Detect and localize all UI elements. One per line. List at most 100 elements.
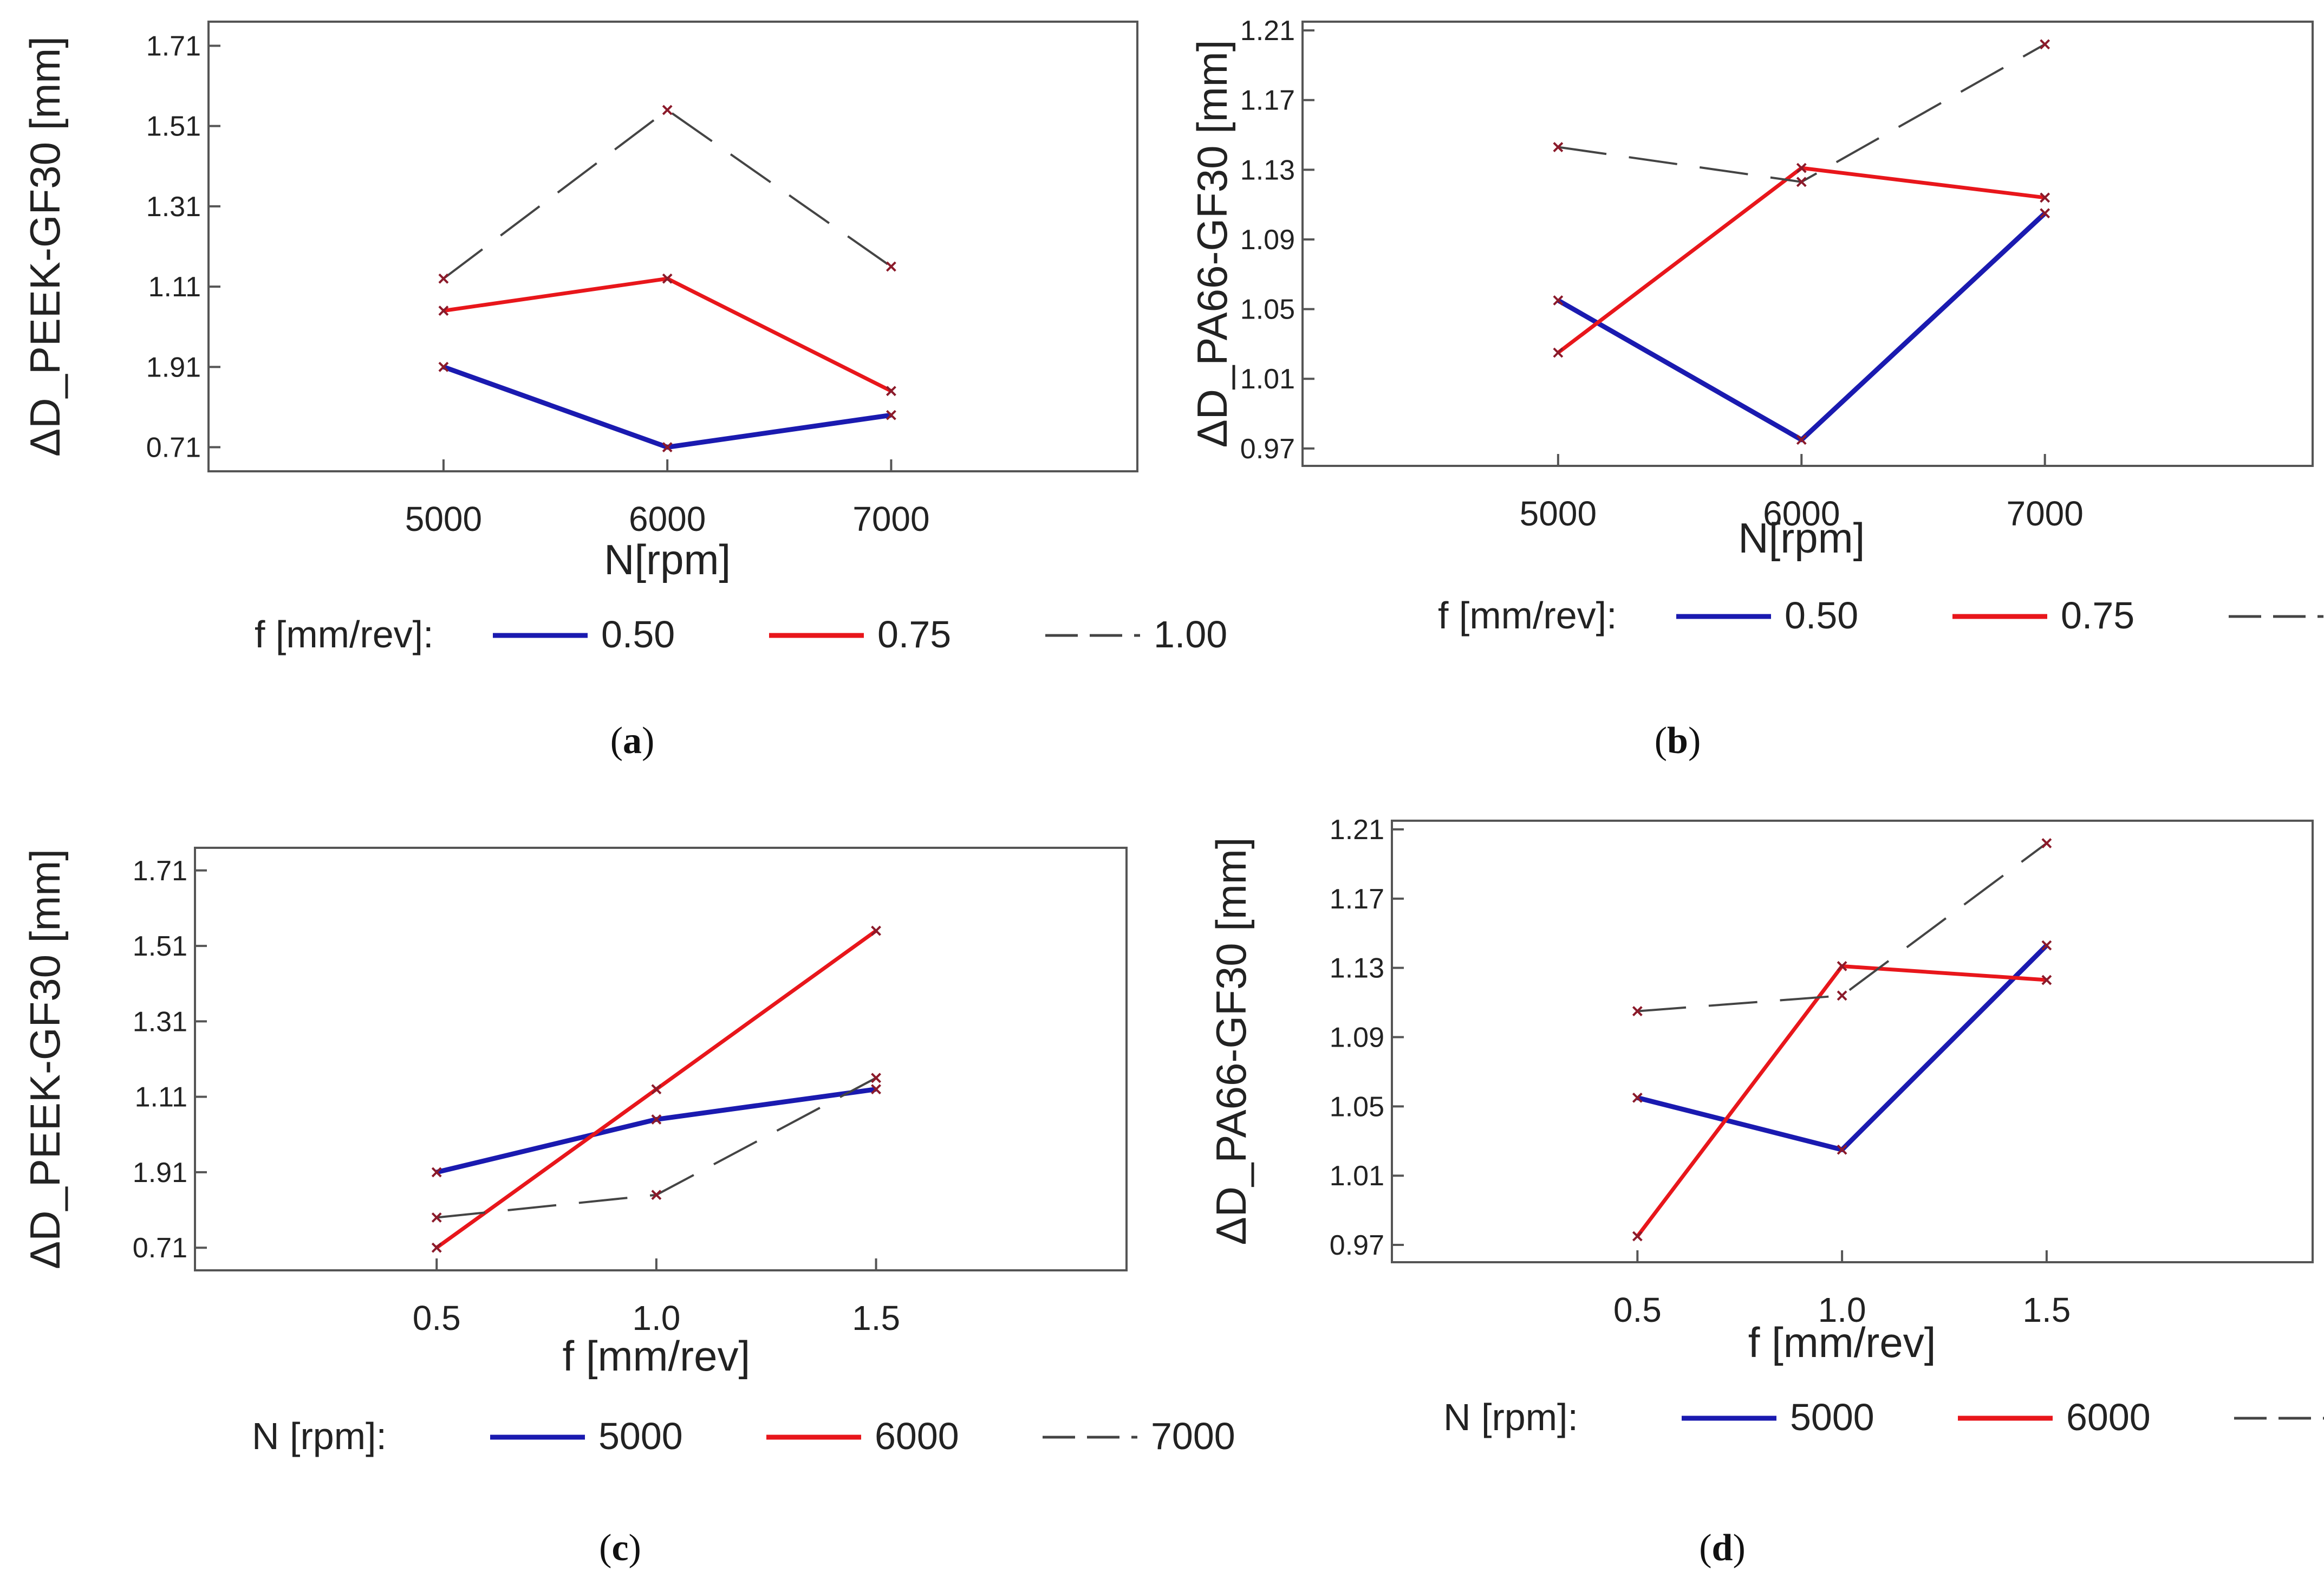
x-tick-label: 1.5: [852, 1299, 900, 1338]
data-point: [1837, 990, 1847, 1001]
data-point: [886, 261, 896, 272]
data-point: [2041, 838, 2052, 848]
legend-title: f [mm/rev]:: [255, 613, 434, 655]
panel-caption: (b): [1655, 720, 1701, 762]
data-point: [886, 386, 896, 397]
series-line-7000: [1637, 842, 2048, 1012]
series-line-1.00: [1558, 43, 2046, 183]
y-axis-label: ΔD_PEEK-GF30 [mm]: [21, 849, 69, 1269]
y-tick-label: 0.71: [133, 1232, 187, 1264]
y-tick-label: 1.11: [135, 1082, 187, 1113]
x-axis-label: N[rpm]: [604, 536, 731, 583]
series-line-0.50: [442, 365, 892, 450]
plot-frame: [1391, 820, 2314, 1263]
legend-title: N [rpm]:: [252, 1415, 387, 1457]
y-tick-label: 0.97: [1330, 1230, 1384, 1261]
legend-label-6000: 6000: [875, 1415, 959, 1457]
data-point: [2040, 192, 2050, 203]
data-point: [1632, 1006, 1643, 1016]
y-tick-label: 1.13: [1330, 953, 1384, 984]
data-point: [651, 1190, 662, 1200]
data-point: [871, 1073, 881, 1083]
data-point: [662, 442, 673, 452]
data-point: [871, 925, 881, 936]
data-point: [651, 1114, 662, 1125]
y-tick-label: 1.21: [1330, 814, 1384, 846]
data-point: [1553, 142, 1564, 152]
legend-label-5000: 5000: [598, 1415, 683, 1457]
data-point: [662, 105, 673, 115]
x-tick-label: 6000: [1763, 494, 1840, 533]
data-point: [651, 1084, 662, 1095]
series-line-0.75: [443, 276, 892, 393]
legend-label-7000: 7000: [1151, 1415, 1235, 1457]
y-tick-label: 1.17: [1240, 85, 1295, 116]
panel-caption: (a): [610, 720, 655, 762]
data-point: [1796, 163, 1807, 173]
chart-panel-d: 0.97 1.01 1.05 1.09 1.13 1.17 1.21 0.5 1.0 1.5 f […: [1207, 814, 2324, 1569]
legend: f [mm/rev]: 0.50 0.75 1.00: [255, 613, 1227, 655]
data-point: [2041, 940, 2052, 951]
y-tick-label: 1.21: [1240, 15, 1295, 47]
y-tick-label: 1.09: [1330, 1022, 1384, 1054]
x-axis-label: N[rpm]: [1738, 514, 1865, 562]
plot-frame: [194, 847, 1128, 1271]
y-tick-label: 0.97: [1240, 433, 1295, 465]
legend: N [rpm]: 5000 6000 7000: [252, 1415, 1235, 1457]
y-tick-label: 1.51: [146, 111, 201, 142]
legend-label-0.75: 0.75: [2061, 594, 2134, 637]
y-axis-label: ΔD_PA66-GF30 [mm]: [1188, 40, 1236, 448]
chart-panel-b: 0.97 1.01 1.05 1.09 1.13 1.17 1.21 5000 6000 7000…: [1188, 15, 2323, 762]
y-tick-label: 1.11: [148, 271, 201, 303]
data-point: [1837, 1144, 1847, 1155]
legend: f [mm/rev]:0.500.751.00: [1438, 594, 2323, 637]
data-point: [2041, 975, 2052, 985]
x-tick-label: 1.0: [632, 1299, 680, 1338]
x-tick-label: 1.0: [1818, 1290, 1866, 1329]
data-point: [2040, 208, 2050, 219]
data-point: [1632, 1231, 1643, 1242]
legend-label-0.50: 0.50: [1785, 594, 1858, 637]
y-axis-label: ΔD_PEEK-GF30 [mm]: [21, 36, 69, 457]
series-line-5000: [436, 1087, 877, 1175]
data-point: [1796, 434, 1807, 445]
y-tick-label: 1.09: [1240, 224, 1295, 256]
legend-label-1.00: 1.00: [1154, 613, 1227, 655]
panel-caption: (d): [1699, 1527, 1746, 1569]
x-tick-label: 0.5: [413, 1299, 461, 1338]
y-tick-label: 1.05: [1330, 1091, 1384, 1122]
y-tick-label: 1.91: [146, 352, 201, 383]
legend-title: f [mm/rev]:: [1438, 594, 1617, 637]
x-axis-label: f [mm/rev]: [563, 1332, 751, 1380]
y-tick-label: 1.31: [146, 191, 201, 223]
y-tick-label: 1.05: [1240, 294, 1295, 326]
panel-caption: (c): [599, 1527, 641, 1569]
y-tick-label: 1.01: [1240, 363, 1295, 395]
y-tick-label: 1.71: [133, 855, 187, 887]
chart-panel-a: 0.71 1.91 1.11 1.31 1.51 1.71 5000 6000 7000 N[rp…: [21, 21, 1227, 762]
y-tick-label: 1.01: [1330, 1160, 1384, 1192]
x-tick-label: 5000: [1520, 494, 1597, 533]
x-tick-label: 7000: [2006, 494, 2083, 533]
data-point: [1632, 1092, 1643, 1103]
data-point: [431, 1212, 442, 1223]
legend-label-5000: 5000: [1790, 1396, 1874, 1438]
legend-label-0.50: 0.50: [601, 613, 675, 655]
legend-label-0.75: 0.75: [877, 613, 951, 655]
y-tick-label: 1.13: [1240, 154, 1295, 186]
y-tick-label: 1.91: [133, 1157, 187, 1189]
data-point: [431, 1167, 442, 1178]
y-tick-label: 1.17: [1330, 884, 1384, 915]
series-line-1.00: [442, 109, 892, 280]
data-point: [2040, 39, 2050, 50]
data-point: [662, 273, 673, 284]
legend-title: N [rpm]:: [1443, 1396, 1578, 1438]
x-axis-label: f [mm/rev]: [1748, 1319, 1936, 1366]
x-tick-label: 5000: [405, 499, 482, 538]
series-line-0.75: [1557, 166, 2046, 354]
data-point: [431, 1242, 442, 1253]
y-axis-label: ΔD_PA66-GF30 [mm]: [1207, 838, 1255, 1245]
series-line-0.50: [1557, 211, 2047, 443]
